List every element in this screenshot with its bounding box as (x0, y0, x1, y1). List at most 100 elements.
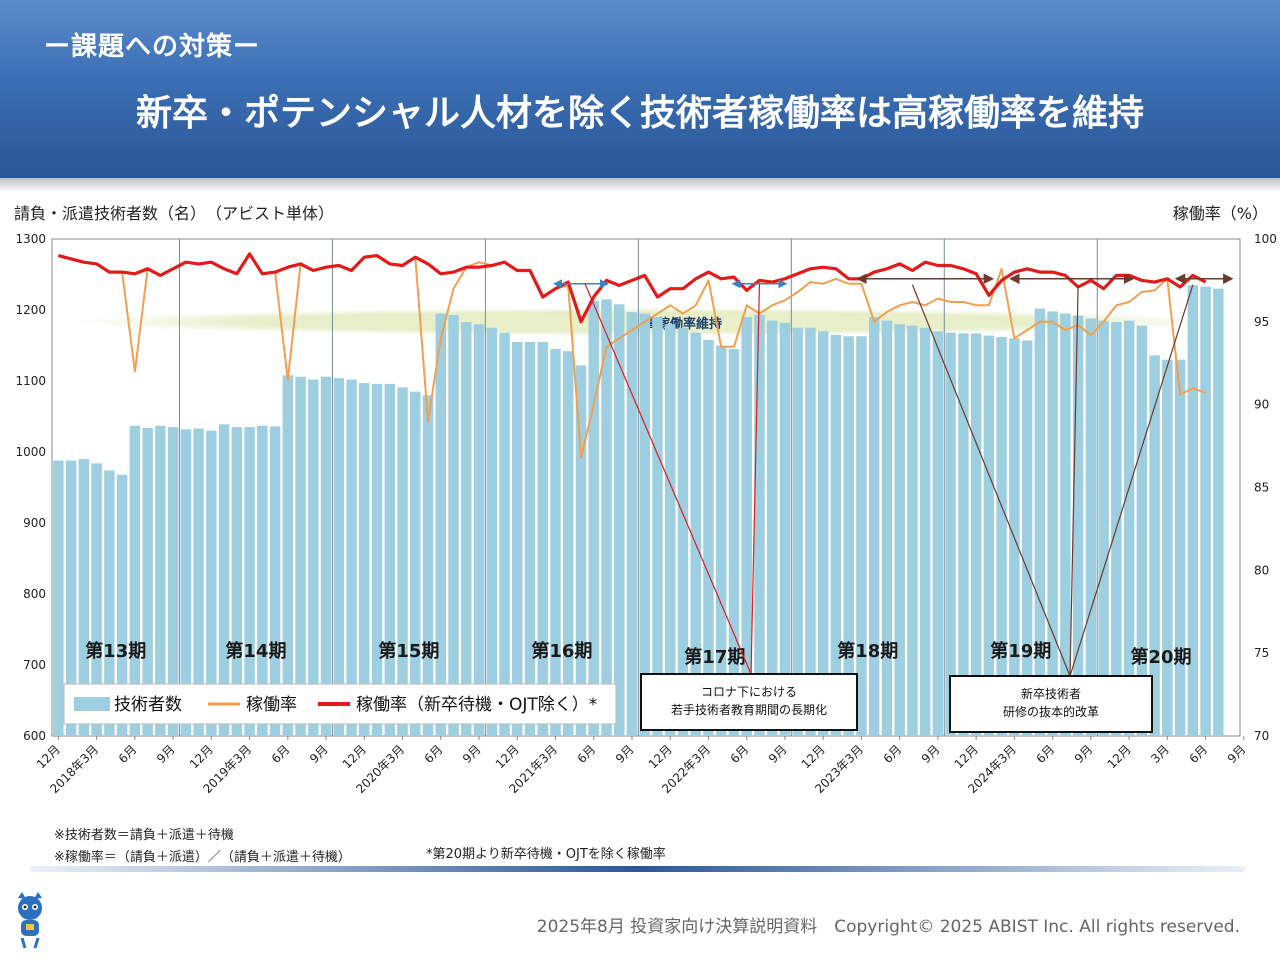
left-tick-700: 700 (23, 658, 46, 672)
bar-2017-12 (53, 461, 63, 736)
x-tick-11: 9月 (460, 742, 484, 766)
period-label-13: 第13期 (85, 640, 146, 662)
left-tick-800: 800 (23, 587, 46, 601)
period-label-15: 第15期 (378, 640, 439, 662)
x-tick-18: 6月 (728, 742, 752, 766)
bar-2020-09 (474, 324, 484, 736)
bar-2024-10 (1098, 321, 1108, 736)
bar-2020-08 (461, 322, 471, 736)
bar-2023-07 (907, 326, 917, 736)
x-tick-12: 12月 (493, 742, 522, 771)
x-tick-10: 6月 (422, 742, 446, 766)
bar-2020-11 (499, 333, 509, 736)
bar-2023-05 (882, 321, 892, 736)
x-tick-28: 12月 (1105, 742, 1134, 771)
bar-2025-01 (1137, 326, 1147, 736)
bar-2022-07 (754, 315, 764, 736)
bar-2024-12 (1124, 321, 1134, 736)
bar-2023-04 (869, 317, 879, 736)
bar-2024-06 (1047, 311, 1057, 736)
note-1: ※技術者数＝請負＋派遣＋待機 (54, 824, 234, 843)
bar-2020-07 (448, 315, 458, 736)
x-tick-15: 9月 (613, 742, 637, 766)
bar-2019-08 (308, 380, 318, 736)
bar-2021-09 (627, 312, 637, 736)
note-2: ※稼働率＝（請負＋派遣）／（請負＋派遣＋待機） (54, 846, 351, 865)
bar-2025-04 (1175, 360, 1185, 736)
bar-2021-02 (538, 342, 548, 736)
left-tick-900: 900 (23, 516, 46, 530)
x-tick-29: 3月 (1148, 742, 1172, 766)
header-banner: ー課題への対策ー 新卒・ポテンシャル人材を除く技術者稼働率は高稼働率を維持 (0, 0, 1280, 178)
bar-2021-06 (589, 301, 599, 736)
annotation-box-2 (950, 676, 1152, 732)
mascot-logo-icon (12, 890, 48, 952)
x-tick-30: 6月 (1186, 742, 1210, 766)
x-tick-26: 6月 (1034, 742, 1058, 766)
x-tick-4: 12月 (187, 742, 216, 771)
bar-2024-09 (1086, 319, 1096, 736)
left-tick-1000: 1000 (15, 445, 46, 459)
left-tick-600: 600 (23, 729, 46, 743)
bar-2020-01 (372, 384, 382, 736)
header-shadow (0, 178, 1280, 192)
arrows (557, 279, 1228, 284)
bar-2020-10 (487, 328, 497, 736)
bar-2021-03 (550, 349, 560, 736)
right-tick-80: 80 (1254, 563, 1269, 577)
x-tick-23: 9月 (919, 742, 943, 766)
x-tick-27: 9月 (1072, 742, 1096, 766)
bar-2020-12 (512, 342, 522, 736)
bar-2023-09 (933, 331, 943, 736)
chart: 高稼働率維持 600 700 800 900 1000 1100 1200 1300 70 75 8… (0, 225, 1280, 825)
annotation-2-line-2: 研修の抜本的改革 (1003, 704, 1099, 719)
legend-label-orange: 稼働率 (246, 695, 297, 715)
annotation-box-1 (641, 674, 857, 730)
annotation-1-line-2: 若手技術者教育期間の長期化 (671, 702, 827, 717)
bar-2023-06 (894, 324, 904, 736)
x-tick-19: 9月 (766, 742, 790, 766)
x-tick-22: 6月 (881, 742, 905, 766)
bar-2021-01 (525, 342, 535, 736)
footer-copyright: 2025年8月 投資家向け決算説明資料 Copyright© 2025 ABIS… (537, 912, 1240, 937)
note-3: *第20期より新卒待機・OJTを除く稼働率 (426, 843, 666, 862)
footer-divider (30, 866, 1245, 872)
bar-2025-03 (1162, 360, 1172, 736)
bar-2024-05 (1035, 309, 1045, 736)
period-label-14: 第14期 (225, 640, 286, 662)
x-tick-7: 9月 (307, 742, 331, 766)
period-label-17: 第17期 (684, 646, 745, 668)
bar-2021-08 (614, 304, 624, 736)
period-label-16: 第16期 (531, 640, 592, 662)
x-tick-14: 6月 (575, 742, 599, 766)
bar-2019-09 (321, 377, 331, 736)
x-tick-6: 6月 (269, 742, 293, 766)
x-tick-2: 6月 (116, 742, 140, 766)
annotation-2-line-1: 新卒技術者 (1021, 686, 1081, 701)
bar-2021-04 (563, 351, 573, 736)
right-tick-90: 90 (1254, 398, 1269, 412)
right-tick-100: 100 (1254, 232, 1277, 246)
bar-2024-08 (1073, 316, 1083, 736)
bar-2025-06 (1200, 287, 1210, 736)
legend: 技術者数 稼働率 稼働率（新卒待機・OJT除く）* (64, 684, 616, 724)
bar-2021-10 (639, 314, 649, 736)
x-tick-8: 12月 (340, 742, 369, 771)
x-tick-31: 9月 (1225, 742, 1249, 766)
x-tick-16: 12月 (646, 742, 675, 771)
right-tick-70: 70 (1254, 729, 1269, 743)
left-tick-1200: 1200 (15, 303, 46, 317)
period-label-18: 第18期 (837, 640, 898, 662)
bar-2020-02 (385, 384, 395, 736)
legend-label-bar: 技術者数 (114, 695, 182, 715)
right-tick-75: 75 (1254, 646, 1269, 660)
bar-2019-12 (359, 383, 369, 736)
left-tick-1100: 1100 (15, 374, 46, 388)
bar-2020-06 (436, 314, 446, 736)
left-tick-1300: 1300 (15, 232, 46, 246)
left-axis-title: 請負・派遣技術者数（名） （アビスト単体） (14, 200, 334, 224)
x-tick-24: 12月 (952, 742, 981, 771)
right-axis-title: 稼働率（%） (1173, 200, 1268, 224)
right-tick-95: 95 (1254, 315, 1269, 329)
bar-2019-11 (346, 380, 356, 736)
